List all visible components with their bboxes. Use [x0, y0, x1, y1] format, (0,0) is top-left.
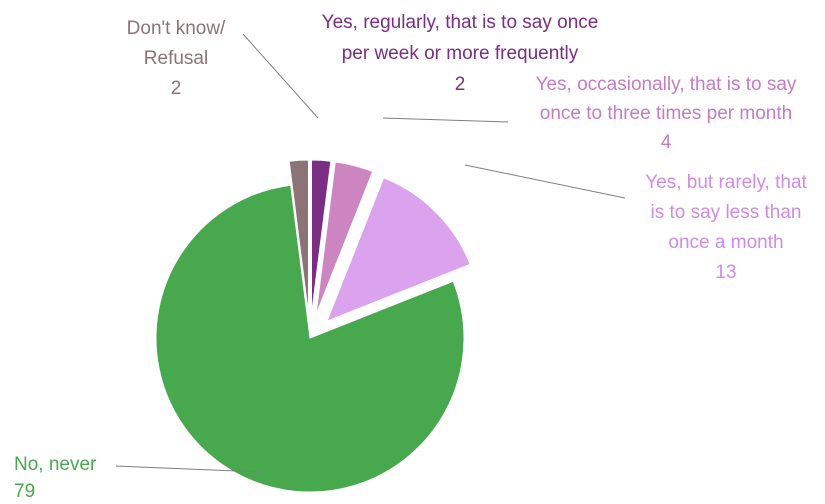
leader-line-never [115, 465, 263, 473]
pie-slice-rarely [326, 177, 471, 322]
slice-value-occasionally: 4 [661, 132, 672, 153]
slice-label-line-regularly: per week or more frequently [342, 43, 579, 64]
leader-line-dont-know [242, 33, 319, 119]
slice-label-line-regularly: Yes, regularly, that is to say once [322, 12, 599, 33]
leader-line-rarely [464, 164, 626, 199]
slice-label-line-rarely: once a month [668, 232, 783, 253]
slice-value-dont-know: 2 [171, 78, 182, 99]
slice-label-occasionally: Yes, occasionally, that is to say once to… [536, 74, 797, 153]
slice-value-rarely: 13 [715, 262, 736, 283]
pie-slice-occasionally [315, 161, 374, 315]
slice-label-line-dont-know: Don't know/ [127, 18, 226, 39]
slice-labels: Yes, regularly, that is to say once per w… [14, 12, 808, 502]
slice-label-rarely: Yes, but rarely, that is to say less than… [645, 172, 807, 283]
pie-slices [155, 159, 471, 493]
slice-label-regularly: Yes, regularly, that is to say once per w… [322, 12, 599, 95]
pie-slice-dont-know [288, 159, 309, 315]
slice-label-line-never: No, never [14, 454, 97, 475]
pie-slice-regularly [311, 159, 332, 315]
slice-value-regularly: 2 [455, 74, 466, 95]
slice-label-line-dont-know: Refusal [144, 48, 208, 69]
slice-label-dont-know: Don't know/Refusal 2 [127, 18, 226, 99]
leader-lines [115, 33, 626, 473]
slice-label-line-occasionally: once to three times per month [540, 103, 792, 124]
slice-value-never: 79 [14, 481, 35, 502]
slice-label-line-occasionally: Yes, occasionally, that is to say [536, 74, 797, 95]
slice-label-never: No, never 79 [14, 454, 97, 502]
slice-label-line-rarely: is to say less than [650, 202, 801, 223]
leader-line-occasionally [382, 117, 509, 123]
slice-label-line-rarely: Yes, but rarely, that [645, 172, 807, 193]
